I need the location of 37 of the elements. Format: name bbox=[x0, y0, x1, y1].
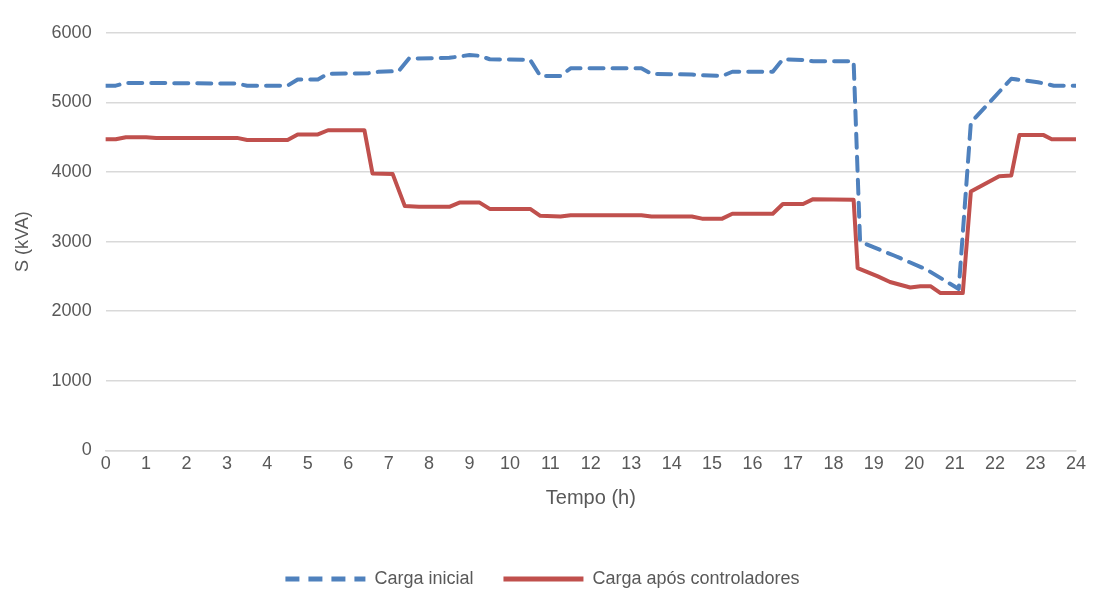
y-tick-label: 5000 bbox=[51, 91, 92, 112]
legend-label: Carga após controladores bbox=[592, 567, 800, 588]
y-axis-title: S (kVA) bbox=[11, 211, 32, 272]
x-tick-label: 19 bbox=[863, 453, 884, 474]
x-tick-label: 20 bbox=[904, 453, 925, 474]
x-tick-label: 9 bbox=[464, 453, 475, 474]
x-tick-label: 8 bbox=[424, 453, 435, 474]
x-axis-title: Tempo (h) bbox=[545, 485, 636, 508]
x-tick-label: 16 bbox=[742, 453, 763, 474]
y-tick-label: 4000 bbox=[51, 160, 92, 181]
line-series bbox=[105, 53, 1076, 291]
x-tick-label: 1 bbox=[141, 453, 152, 474]
x-tick-label: 18 bbox=[823, 453, 844, 474]
x-tick-label: 14 bbox=[661, 453, 682, 474]
x-tick-label: 11 bbox=[541, 453, 560, 474]
legend-label: Carga inicial bbox=[374, 567, 474, 588]
y-tick-label: 6000 bbox=[51, 21, 92, 42]
x-tick-label: 0 bbox=[100, 453, 111, 474]
x-tick-label: 12 bbox=[580, 453, 601, 474]
x-tick-label: 24 bbox=[1065, 453, 1086, 474]
x-tick-label: 23 bbox=[1025, 453, 1046, 474]
x-tick-label: 15 bbox=[702, 453, 723, 474]
x-tick-label: 3 bbox=[221, 453, 232, 474]
x-tick-label: 22 bbox=[985, 453, 1006, 474]
x-tick-label: 13 bbox=[621, 453, 642, 474]
x-tick-label: 7 bbox=[383, 453, 394, 474]
x-tick-label: 21 bbox=[944, 453, 965, 474]
y-tick-label: 3000 bbox=[51, 230, 92, 251]
x-tick-label: 6 bbox=[343, 453, 354, 474]
y-tick-label: 2000 bbox=[51, 300, 92, 321]
x-tick-label: 4 bbox=[262, 453, 273, 474]
y-tick-label: 0 bbox=[81, 439, 92, 460]
x-tick-label: 17 bbox=[782, 453, 803, 474]
y-tick-label: 1000 bbox=[51, 369, 92, 390]
x-tick-label: 2 bbox=[181, 453, 192, 474]
x-tick-label: 10 bbox=[499, 453, 520, 474]
x-tick-label: 5 bbox=[302, 453, 313, 474]
